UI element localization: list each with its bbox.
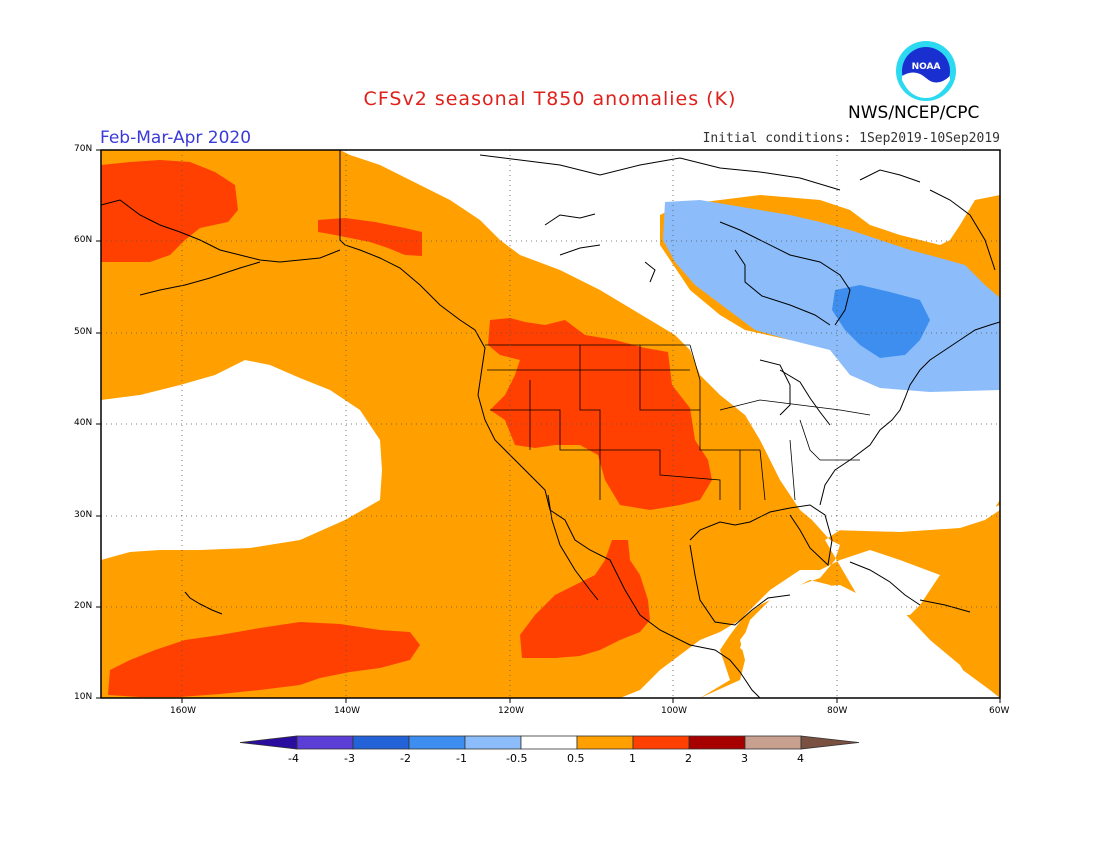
- lon-label-80w: 80W: [827, 706, 848, 716]
- warm-region-mexico-pacific: [520, 540, 650, 658]
- colorbar-label: 4: [797, 752, 804, 765]
- colorbar-label: -4: [288, 752, 299, 765]
- colorbar-label: -3: [344, 752, 355, 765]
- noaa-logo: NOAA: [896, 41, 956, 101]
- colorbar-label: 0.5: [567, 752, 585, 765]
- lon-label-60w: 60W: [989, 706, 1010, 716]
- lon-label-120w: 120W: [498, 706, 525, 716]
- colorbar-swatch: [632, 735, 690, 750]
- warm-region-hawaii-pacific: [108, 622, 420, 697]
- neutral-region-central-pacific: [101, 360, 382, 560]
- colorbar-swatch: [408, 735, 466, 750]
- colorbar-label: -2: [400, 752, 411, 765]
- lat-label-70n: 70N: [74, 144, 93, 154]
- lat-label-10n: 10N: [74, 692, 93, 702]
- neutral-region-north-pacific-arctic: [340, 150, 1000, 698]
- tick-marks: [96, 149, 1001, 703]
- colorbar-swatch: [296, 735, 354, 750]
- lon-label-100w: 100W: [661, 706, 688, 716]
- state-borders: [485, 344, 871, 510]
- noaa-logo-text: NOAA: [912, 62, 941, 72]
- lat-label-50n: 50N: [74, 327, 93, 337]
- colorbar-swatch: [239, 735, 298, 750]
- cool-region-quebec: [832, 285, 930, 358]
- lat-label-40n: 40N: [74, 418, 93, 428]
- forecast-period: Feb-Mar-Apr 2020: [100, 128, 252, 148]
- colorbar: [239, 735, 860, 750]
- colorbar-swatch: [744, 735, 802, 750]
- colorbar-swatch: [576, 735, 634, 750]
- neutral-region-atlantic: [830, 505, 1000, 532]
- warm-region-alaska: [318, 218, 422, 256]
- colorbar-swatch: [352, 735, 410, 750]
- colorbar-label: 1: [629, 752, 636, 765]
- anomaly-fill: [101, 150, 1000, 698]
- warm-region-siberia: [101, 160, 238, 262]
- lon-label-140w: 140W: [334, 706, 361, 716]
- colorbar-label: -0.5: [506, 752, 528, 765]
- lon-label-160w: 160W: [170, 706, 197, 716]
- coastlines: [101, 150, 1000, 698]
- map-title: CFSv2 seasonal T850 anomalies (K): [363, 88, 737, 110]
- lat-label-20n: 20N: [74, 601, 93, 611]
- initial-conditions: Initial conditions: 1Sep2019-10Sep2019: [702, 131, 1000, 146]
- colorbar-swatch: [800, 735, 860, 750]
- colorbar-label: 2: [685, 752, 692, 765]
- colorbar-label: -1: [456, 752, 467, 765]
- colorbar-label: 3: [741, 752, 748, 765]
- lat-label-30n: 30N: [74, 510, 93, 520]
- colorbar-swatch: [520, 735, 578, 750]
- neutral-region-caribbean: [700, 585, 1000, 698]
- agency-label: NWS/NCEP/CPC: [848, 103, 980, 123]
- colorbar-swatch: [688, 735, 746, 750]
- colorbar-swatch: [464, 735, 522, 750]
- lat-label-60n: 60N: [74, 235, 93, 245]
